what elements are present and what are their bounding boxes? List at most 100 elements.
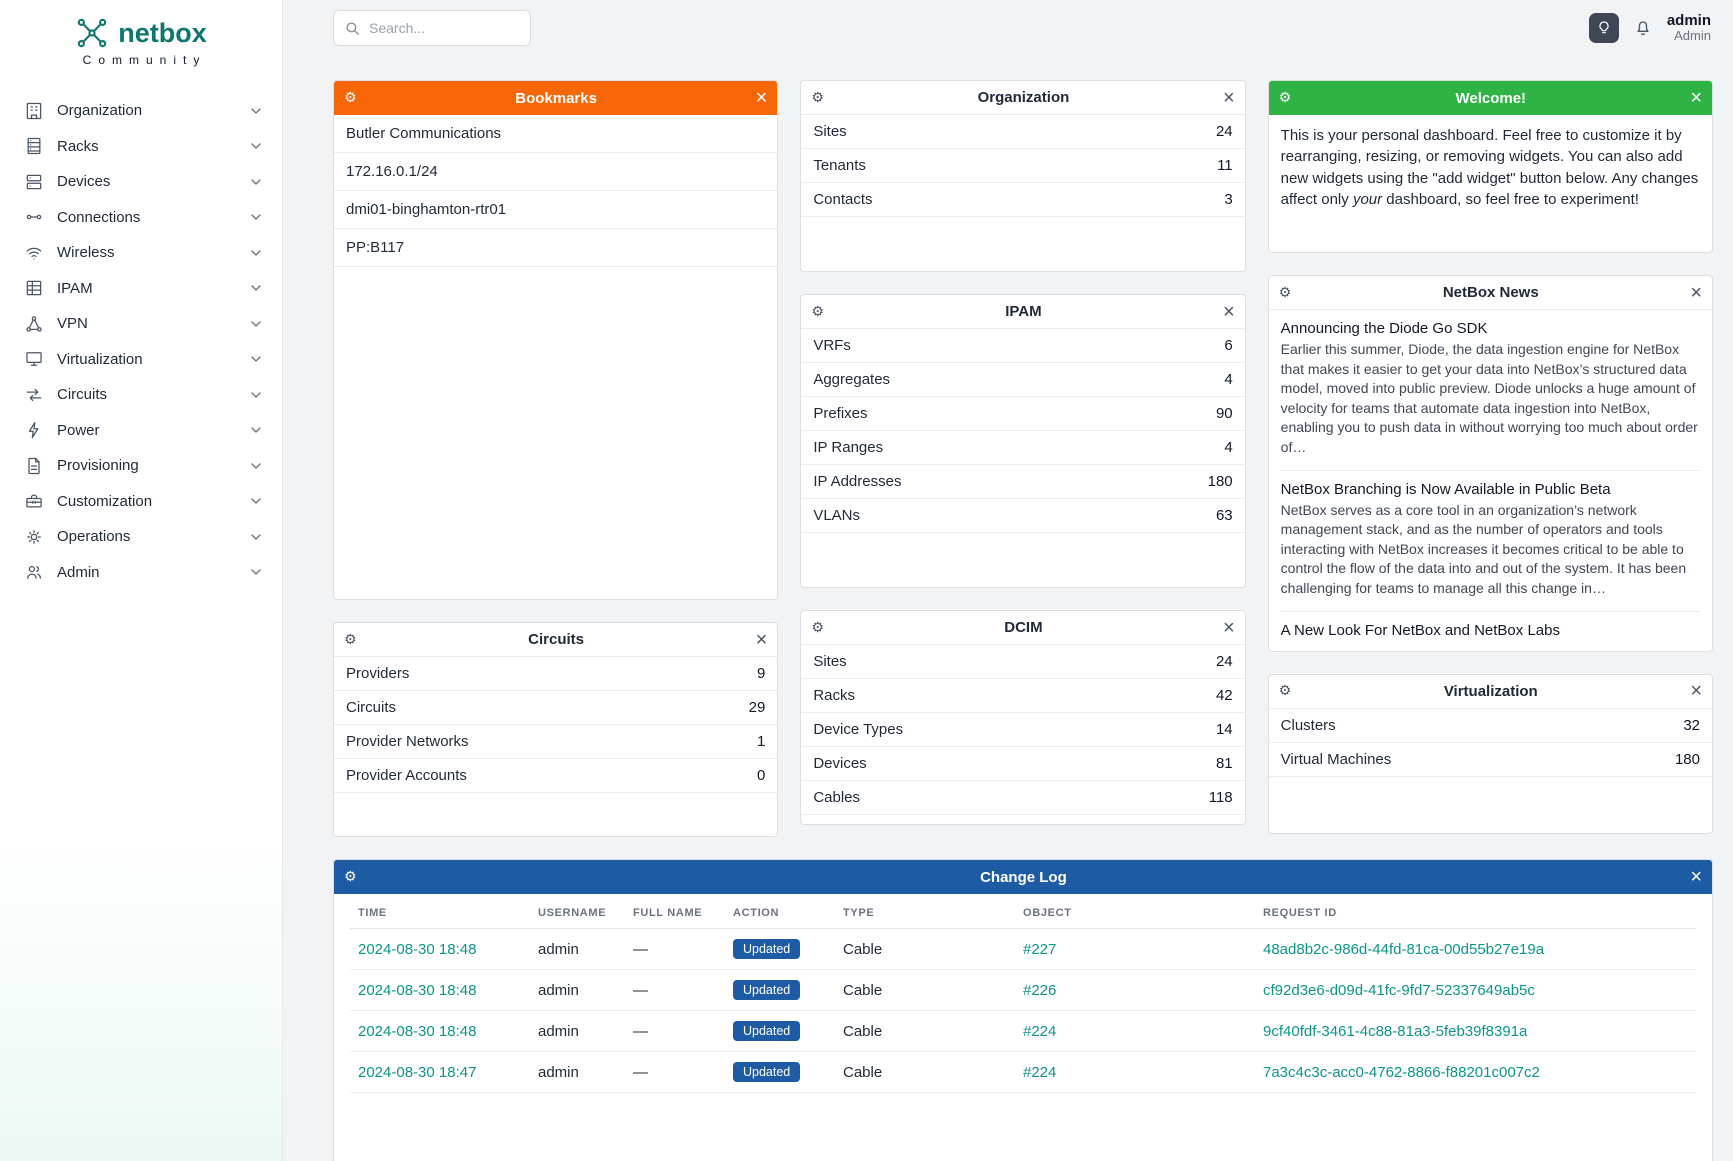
widget-dcim: ⚙ DCIM × Sites 24 Racks 42 Device Types 14 …	[800, 610, 1246, 825]
changelog-request-id-link[interactable]: 48ad8b2c-986d-44fd-81ca-00d55b27e19a	[1263, 940, 1545, 958]
stat-label-link[interactable]: Circuits	[346, 699, 397, 716]
bookmark-item[interactable]: 172.16.0.1/24	[334, 153, 778, 191]
stat-label-link[interactable]: Racks	[813, 687, 856, 704]
sidebar-item-label: Power	[57, 421, 100, 439]
column-header: FULL NAME	[625, 894, 725, 929]
widget-title: Organization	[977, 89, 1070, 106]
stat-label-link[interactable]: Provider Accounts	[346, 767, 467, 784]
widget-settings-icon[interactable]: ⚙	[811, 619, 824, 636]
stat-label-link[interactable]: IP Ranges	[813, 439, 884, 456]
news-headline-link[interactable]: NetBox Branching is Now Available in Pub…	[1280, 480, 1611, 498]
changelog-request-id-link[interactable]: 9cf40fdf-3461-4c88-81a3-5feb39f8391a	[1263, 1022, 1528, 1040]
stat-row: VRFs 6	[801, 329, 1245, 363]
widget-settings-icon[interactable]: ⚙	[344, 90, 357, 106]
sidebar-item-provisioning[interactable]: Provisioning	[0, 448, 282, 484]
logo-area[interactable]: netbox Community	[0, 0, 282, 67]
stat-label-link[interactable]: Sites	[813, 123, 847, 140]
stat-label-link[interactable]: Sites	[813, 653, 847, 670]
sidebar-item-connections[interactable]: Connections	[0, 200, 282, 236]
widget-close-icon[interactable]: ×	[1222, 300, 1235, 323]
sidebar-item-label: Devices	[57, 173, 111, 191]
changelog-object-link[interactable]: #227	[1023, 940, 1057, 958]
widget-settings-icon[interactable]: ⚙	[1278, 683, 1292, 700]
sidebar-item-vpn[interactable]: VPN	[0, 306, 282, 342]
stat-label-link[interactable]: Aggregates	[813, 371, 891, 388]
changelog-request-id-link[interactable]: cf92d3e6-d09d-41fc-9fd7-52337649ab5c	[1263, 981, 1535, 999]
stat-label-link[interactable]: IP Addresses	[813, 473, 902, 490]
changelog-time-link[interactable]: 2024-08-30 18:48	[358, 981, 477, 999]
theme-lightbulb-button[interactable]	[1588, 13, 1619, 43]
server-icon	[24, 172, 44, 192]
widget-title: IPAM	[1005, 303, 1042, 320]
widget-close-icon[interactable]: ×	[755, 87, 768, 109]
widget-close-icon[interactable]: ×	[755, 628, 768, 651]
stat-label-link[interactable]: Cables	[813, 789, 861, 806]
stat-label-link[interactable]: Virtual Machines	[1280, 750, 1392, 768]
sidebar-item-devices[interactable]: Devices	[0, 164, 282, 200]
sidebar-item-operations[interactable]: Operations	[0, 519, 282, 555]
stat-label-link[interactable]: VLANs	[813, 507, 861, 524]
widget-title: Circuits	[528, 631, 585, 648]
stat-row: Virtual Machines 180	[1268, 743, 1712, 777]
table-row: 2024-08-30 18:47 admin — Updated Cable #…	[350, 1051, 1696, 1093]
bookmark-item[interactable]: PP:B117	[334, 229, 778, 267]
stat-label-link[interactable]: VRFs	[813, 337, 851, 354]
search-box[interactable]	[333, 10, 531, 46]
widget-settings-icon[interactable]: ⚙	[811, 89, 824, 106]
sidebar-item-virtualization[interactable]: Virtualization	[0, 342, 282, 378]
widget-close-icon[interactable]: ×	[1690, 281, 1702, 304]
changelog-object-link[interactable]: #226	[1023, 981, 1057, 999]
widget-close-icon[interactable]: ×	[1222, 86, 1235, 109]
widget-close-icon[interactable]: ×	[1690, 866, 1702, 888]
toolbox-icon	[24, 491, 44, 511]
news-headline-link[interactable]: Announcing the Diode Go SDK	[1280, 320, 1488, 337]
changelog-object-link[interactable]: #224	[1023, 1063, 1057, 1081]
bookmark-item[interactable]: Butler Communications	[334, 115, 778, 153]
news-headline-link[interactable]: A New Look For NetBox and NetBox Labs	[1280, 621, 1560, 639]
sidebar-item-organization[interactable]: Organization	[0, 93, 282, 129]
sidebar-item-ipam[interactable]: IPAM	[0, 271, 282, 307]
sidebar-item-customization[interactable]: Customization	[0, 484, 282, 520]
changelog-request-id-link[interactable]: 7a3c4c3c-acc0-4762-8866-f88201c007c2	[1263, 1063, 1540, 1081]
sidebar-item-racks[interactable]: Racks	[0, 129, 282, 165]
stat-row: Provider Networks 1	[334, 725, 778, 759]
stat-value: 3	[1224, 191, 1233, 208]
sidebar-item-circuits[interactable]: Circuits	[0, 377, 282, 413]
stat-label-link[interactable]: Clusters	[1280, 716, 1336, 734]
notifications-bell-button[interactable]	[1633, 18, 1653, 38]
widget-settings-icon[interactable]: ⚙	[811, 303, 824, 320]
widget-close-icon[interactable]: ×	[1690, 87, 1702, 109]
changelog-object-link[interactable]: #224	[1023, 1022, 1057, 1040]
gear-icon	[24, 527, 44, 547]
sidebar-item-wireless[interactable]: Wireless	[0, 235, 282, 271]
user-menu[interactable]: admin Admin	[1667, 12, 1711, 44]
sidebar-item-power[interactable]: Power	[0, 413, 282, 449]
widget-settings-icon[interactable]: ⚙	[1278, 284, 1292, 301]
stat-value: 24	[1215, 123, 1233, 140]
column-header: OBJECT	[1015, 894, 1255, 929]
changelog-time-link[interactable]: 2024-08-30 18:48	[358, 940, 477, 958]
stat-label-link[interactable]: Provider Networks	[346, 733, 469, 750]
changelog-time-link[interactable]: 2024-08-30 18:47	[358, 1063, 477, 1081]
stat-label-link[interactable]: Providers	[346, 665, 410, 682]
bookmark-item[interactable]: dmi01-binghamton-rtr01	[334, 191, 778, 229]
stat-label-link[interactable]: Devices	[813, 755, 867, 772]
sidebar-menu: Organization Racks Devices Connections	[0, 93, 282, 590]
widget-settings-icon[interactable]: ⚙	[344, 869, 357, 885]
stat-row: Provider Accounts 0	[334, 759, 778, 793]
netbox-logo-icon	[75, 16, 109, 50]
stat-label-link[interactable]: Prefixes	[813, 405, 868, 422]
stat-label-link[interactable]: Device Types	[813, 721, 904, 738]
sidebar-item-label: Organization	[57, 102, 143, 120]
widget-close-icon[interactable]: ×	[1690, 680, 1702, 703]
stat-row: Devices 81	[801, 747, 1245, 781]
changelog-time-link[interactable]: 2024-08-30 18:48	[358, 1022, 477, 1040]
sidebar-item-admin[interactable]: Admin	[0, 555, 282, 591]
widget-settings-icon[interactable]: ⚙	[344, 631, 357, 648]
widget-settings-icon[interactable]: ⚙	[1278, 90, 1292, 106]
sidebar-item-label: Racks	[57, 137, 99, 155]
stat-label-link[interactable]: Tenants	[813, 157, 866, 174]
search-input[interactable]	[369, 20, 520, 36]
stat-label-link[interactable]: Contacts	[813, 191, 873, 208]
widget-close-icon[interactable]: ×	[1222, 616, 1235, 639]
